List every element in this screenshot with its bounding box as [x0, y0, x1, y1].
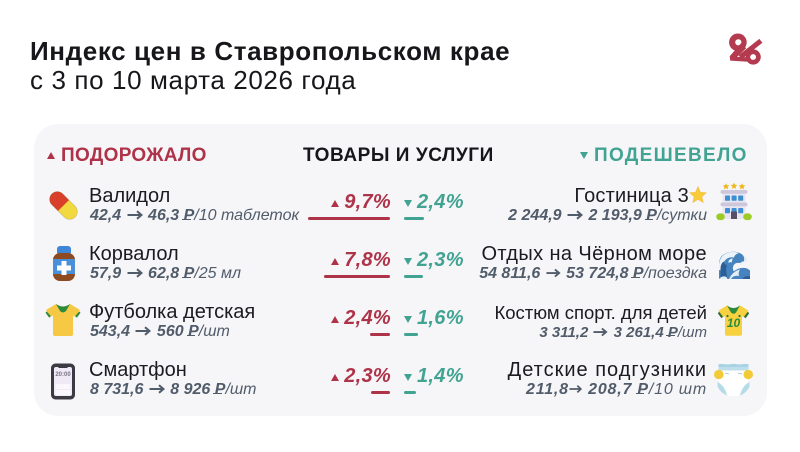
svg-text:10: 10 — [727, 316, 741, 330]
svg-text:20:00: 20:00 — [55, 372, 71, 378]
